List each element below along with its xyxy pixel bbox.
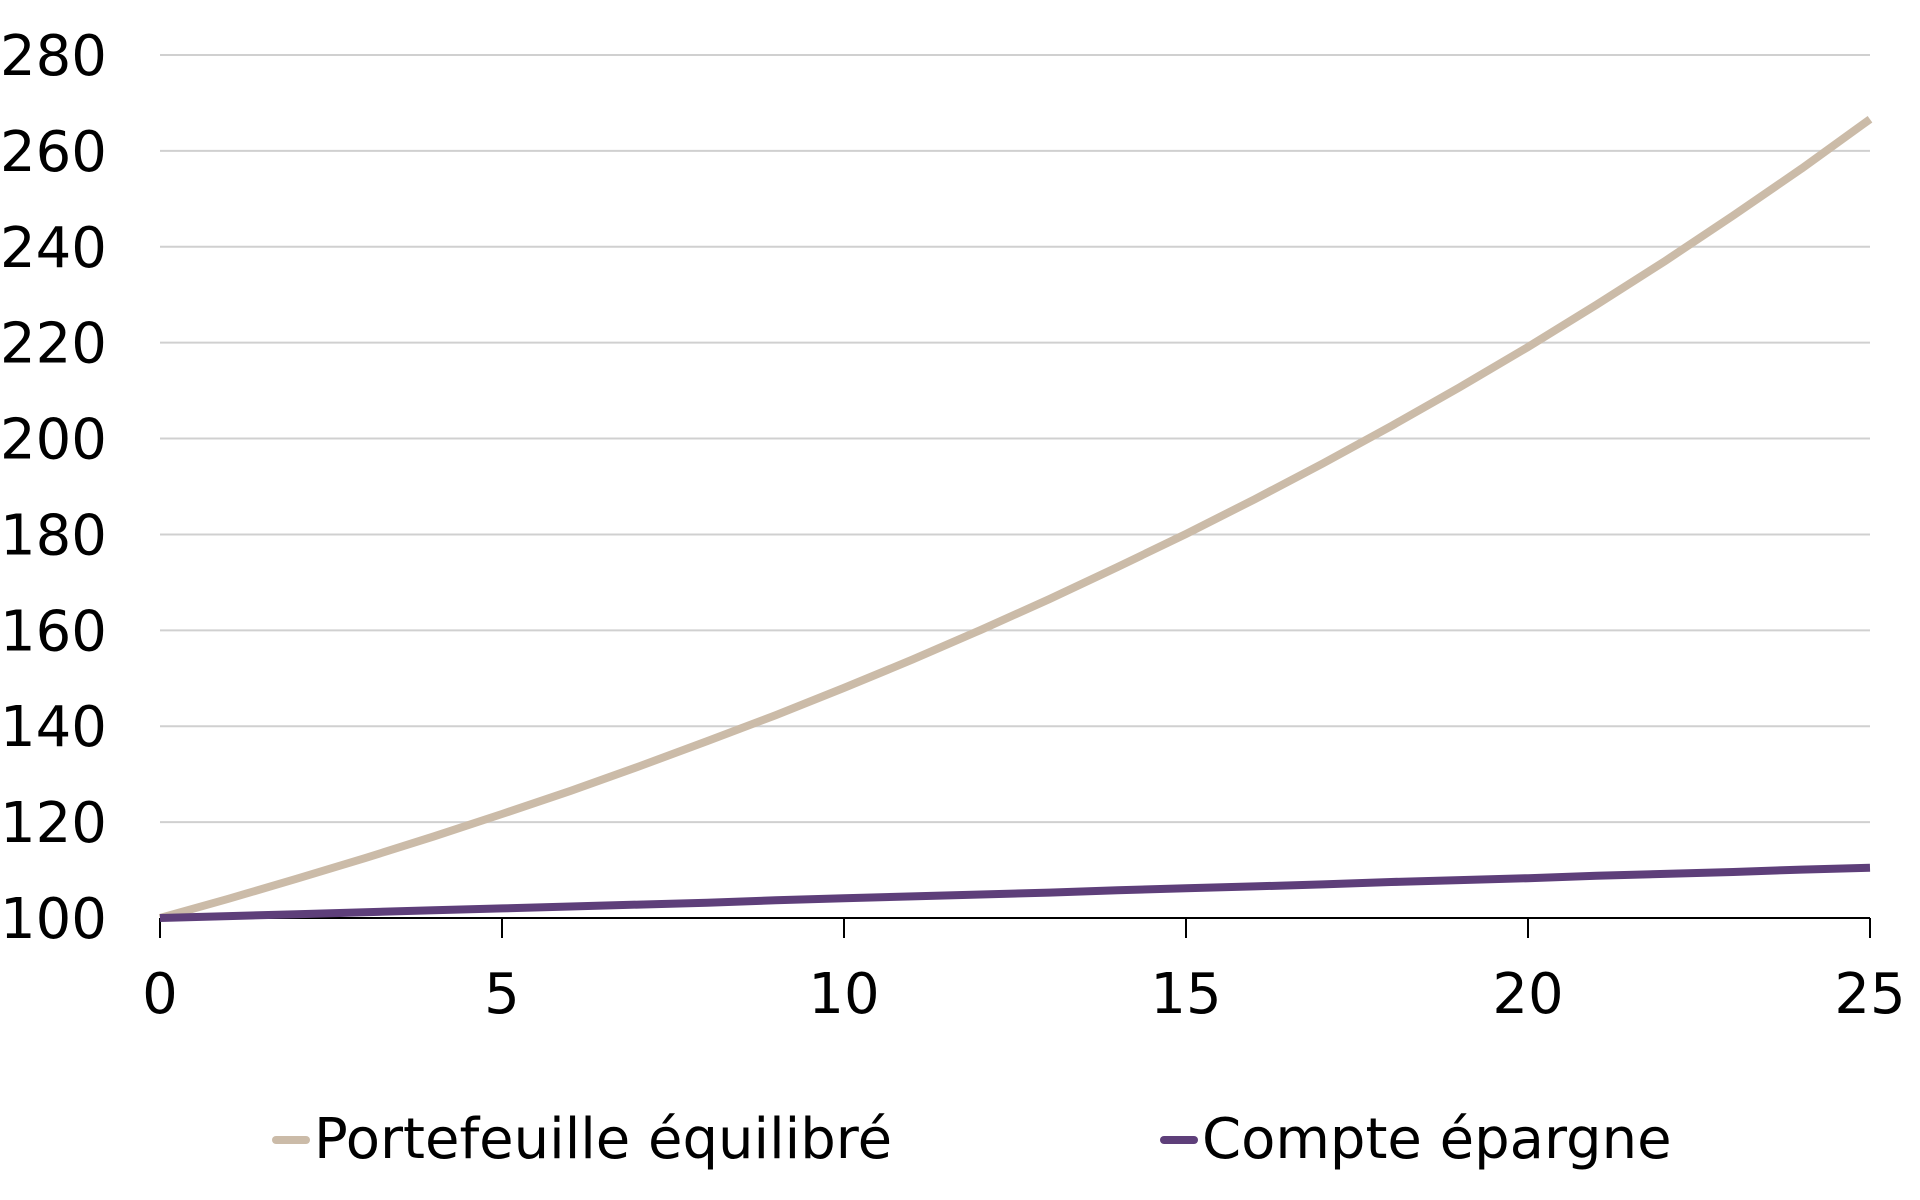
y-tick-label: 180 [0,503,107,568]
y-tick-label: 140 [0,695,107,760]
x-tick-label: 15 [1150,962,1221,1027]
x-axis: 0 5 10 15 20 25 [142,917,1906,1027]
legend-label-portefeuille-equilibre: Portefeuille équilibré [314,1107,893,1172]
legend-swatch-compte-epargne [1160,1136,1198,1144]
legend-item-compte-epargne: Compte épargne [1160,1100,1672,1180]
y-tick-label: 160 [0,599,107,664]
y-tick-label: 100 [0,887,107,952]
legend-label-compte-epargne: Compte épargne [1202,1107,1672,1172]
legend-swatch-portefeuille-equilibre [272,1136,310,1144]
y-axis-tick-labels: 100 120 140 160 180 200 220 240 260 280 [0,24,107,952]
x-tick-label: 5 [484,962,520,1027]
y-tick-label: 240 [0,216,107,281]
series-lines [158,115,1873,922]
y-tick-label: 260 [0,120,107,185]
x-tick-label: 20 [1492,962,1563,1027]
y-tick-label: 280 [0,24,107,89]
x-tick-label: 25 [1834,962,1905,1027]
y-tick-label: 200 [0,408,107,473]
series-line-compte-epargne [159,863,1871,922]
x-tick-label: 10 [808,962,879,1027]
chart-plot-area: 100 120 140 160 180 200 220 240 260 280 0 5 10 15 20 2… [0,24,1906,1027]
y-tick-label: 220 [0,312,107,377]
x-tick-label: 0 [142,962,178,1027]
series-line-portefeuille-equilibre [158,115,1873,922]
y-tick-label: 120 [0,791,107,856]
legend-item-portefeuille-equilibre: Portefeuille équilibré [272,1100,892,1180]
gridlines [160,54,1870,824]
